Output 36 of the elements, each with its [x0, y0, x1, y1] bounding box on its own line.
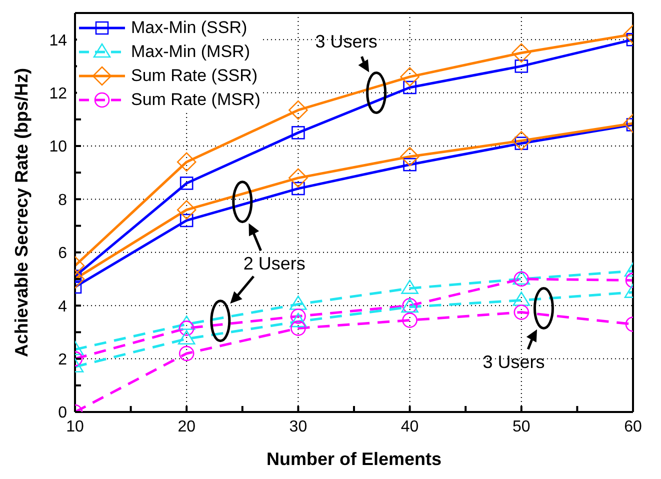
point [290, 312, 307, 328]
legend-label: Sum Rate (MSR) [131, 89, 260, 111]
x-tick-label: 40 [400, 418, 419, 436]
point [400, 67, 420, 86]
legend-label: Sum Rate (SSR) [131, 65, 258, 87]
x-tick-label: 20 [178, 418, 196, 436]
point [290, 320, 306, 336]
legend-label: Max-Min (MSR) [131, 41, 250, 63]
y-tick-label: 10 [49, 138, 68, 156]
y-tick-label: 8 [58, 192, 68, 209]
point [288, 100, 308, 120]
annotation: 3 Users [482, 352, 545, 372]
y-tick-label: 2 [58, 351, 68, 368]
point [403, 80, 416, 94]
y-tick-label: 6 [58, 245, 68, 262]
annotation: 2 Users [243, 254, 306, 274]
point [290, 296, 307, 310]
annotation: 3 Users [315, 32, 378, 52]
point [403, 158, 416, 172]
point [400, 146, 420, 166]
y-tick-label: 12 [49, 85, 68, 102]
point [290, 308, 306, 324]
y-tick-label: 14 [49, 32, 68, 50]
legend-label: Max-Min (SSR) [131, 17, 248, 39]
x-axis-title: Number of Elements [266, 449, 442, 469]
point [402, 312, 418, 328]
point [401, 280, 418, 294]
point [292, 126, 305, 140]
x-tick-label: 30 [289, 418, 308, 436]
point [292, 182, 305, 196]
y-axis-title: Achievable Secrecy Rate (bps/Hz) [11, 68, 32, 358]
x-tick-label: 60 [624, 418, 642, 436]
y-tick-label: 4 [58, 298, 68, 316]
y-tick-label: 0 [58, 404, 68, 422]
x-tick-label: 50 [512, 418, 530, 436]
point [288, 168, 308, 188]
